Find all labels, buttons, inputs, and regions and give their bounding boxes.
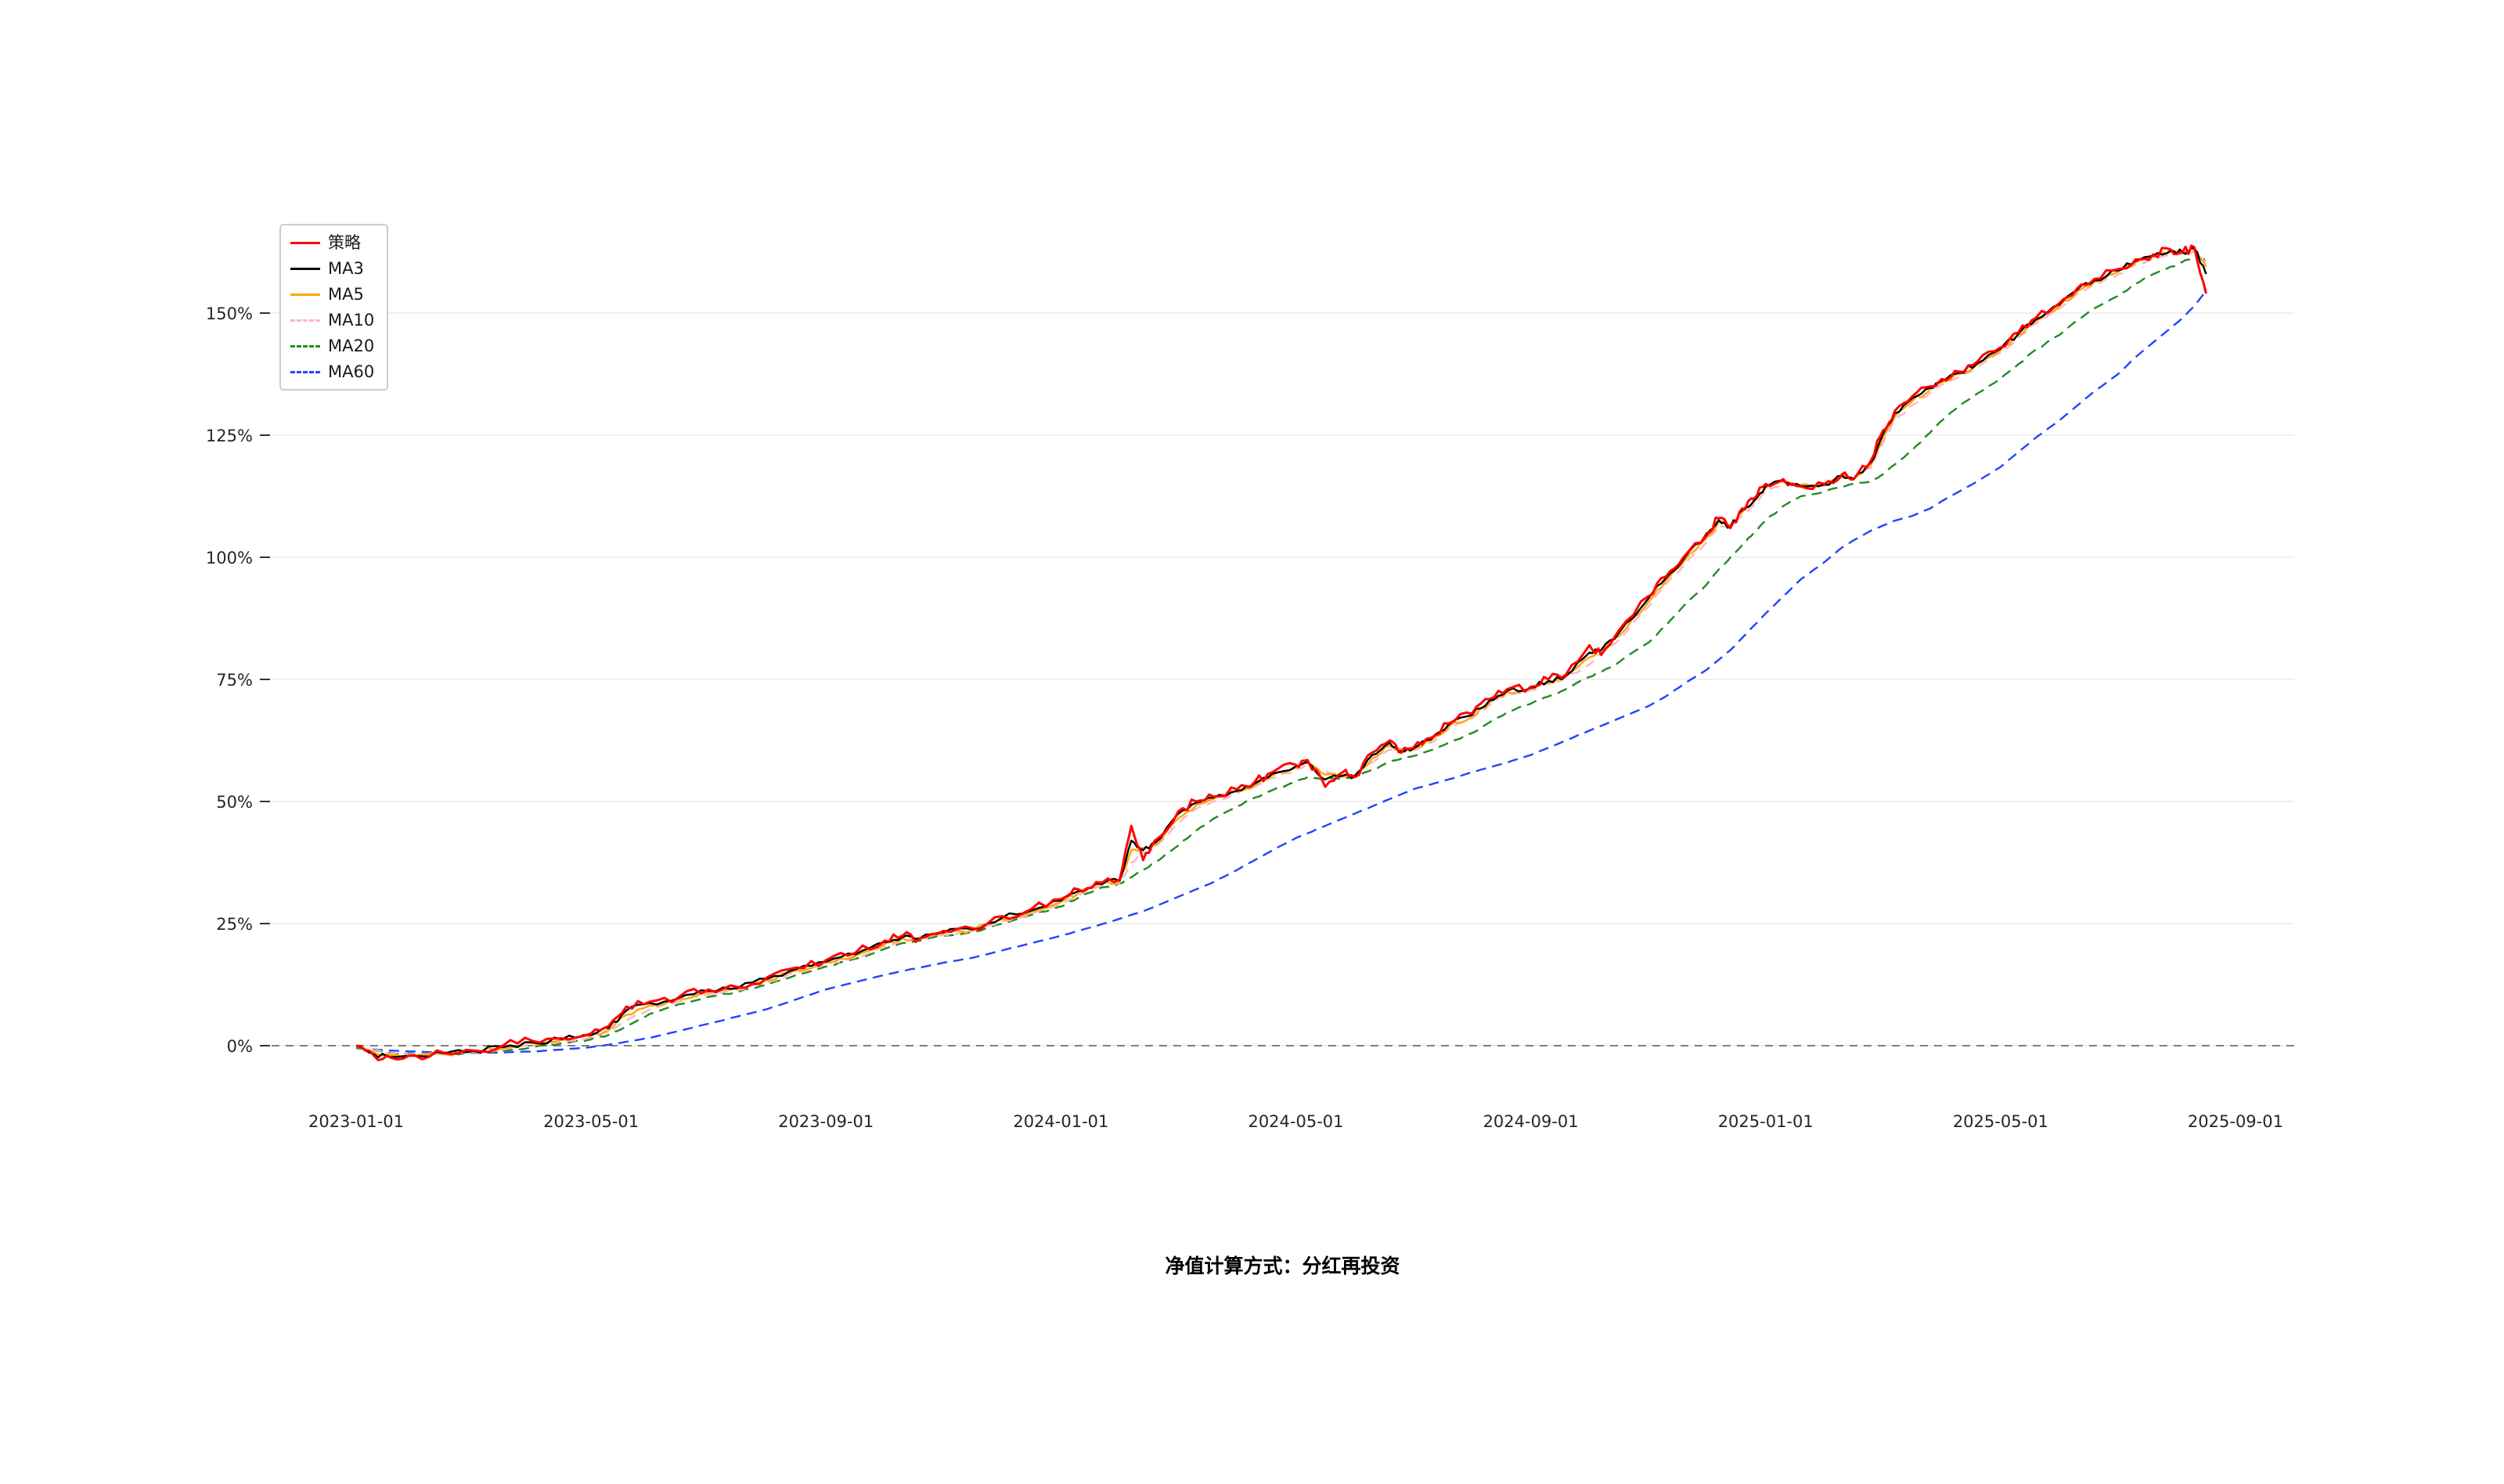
legend-item-label: MA5 — [328, 285, 364, 304]
legend-item-MA20: MA20 — [290, 337, 374, 355]
legend-item-MA10: MA10 — [290, 311, 374, 330]
y-tick-label: 100% — [206, 549, 253, 567]
x-tick-label: 2025-05-01 — [1953, 1112, 2048, 1131]
x-tick-label: 2025-01-01 — [1718, 1112, 1814, 1131]
series-line-MA20 — [355, 256, 2207, 1056]
x-tick-label: 2023-05-01 — [543, 1112, 639, 1131]
series-line-MA60 — [355, 290, 2207, 1054]
series-line-策略 — [355, 244, 2207, 1061]
x-tick-label: 2024-01-01 — [1013, 1112, 1108, 1131]
legend-line-sample — [290, 370, 320, 373]
x-tick-label: 2025-09-01 — [2188, 1112, 2283, 1131]
x-tick-label: 2024-09-01 — [1483, 1112, 1579, 1131]
chart-caption: 净值计算方式：分红再投资 — [1165, 1255, 1400, 1277]
y-tick-label: 0% — [227, 1037, 253, 1056]
legend-item-策略: 策略 — [290, 233, 374, 252]
legend-line-sample — [290, 267, 320, 270]
x-tick-label: 2024-05-01 — [1248, 1112, 1343, 1131]
legend: 策略 MA3 MA5 MA10 MA20 MA60 — [279, 224, 389, 391]
legend-item-label: MA20 — [328, 337, 375, 355]
y-tick-label: 150% — [206, 304, 253, 323]
series-line-MA3 — [355, 247, 2207, 1059]
x-tick-label: 2023-01-01 — [308, 1112, 404, 1131]
legend-line-sample — [290, 319, 320, 322]
legend-line-sample — [290, 344, 320, 348]
legend-item-MA60: MA60 — [290, 362, 374, 381]
legend-item-label: MA10 — [328, 311, 375, 330]
legend-item-label: 策略 — [328, 233, 361, 252]
legend-line-sample — [290, 293, 320, 296]
y-tick-label: 125% — [206, 427, 253, 445]
legend-item-label: MA60 — [328, 362, 375, 381]
y-tick-label: 50% — [216, 793, 253, 812]
legend-item-MA3: MA3 — [290, 259, 374, 278]
y-tick-label: 75% — [216, 671, 253, 690]
x-tick-label: 2023-09-01 — [778, 1112, 874, 1131]
legend-line-sample — [290, 241, 320, 244]
series-line-MA5 — [355, 247, 2207, 1059]
series-line-MA10 — [355, 250, 2207, 1057]
legend-item-MA5: MA5 — [290, 285, 374, 304]
y-tick-label: 25% — [216, 915, 253, 934]
legend-item-label: MA3 — [328, 259, 364, 278]
